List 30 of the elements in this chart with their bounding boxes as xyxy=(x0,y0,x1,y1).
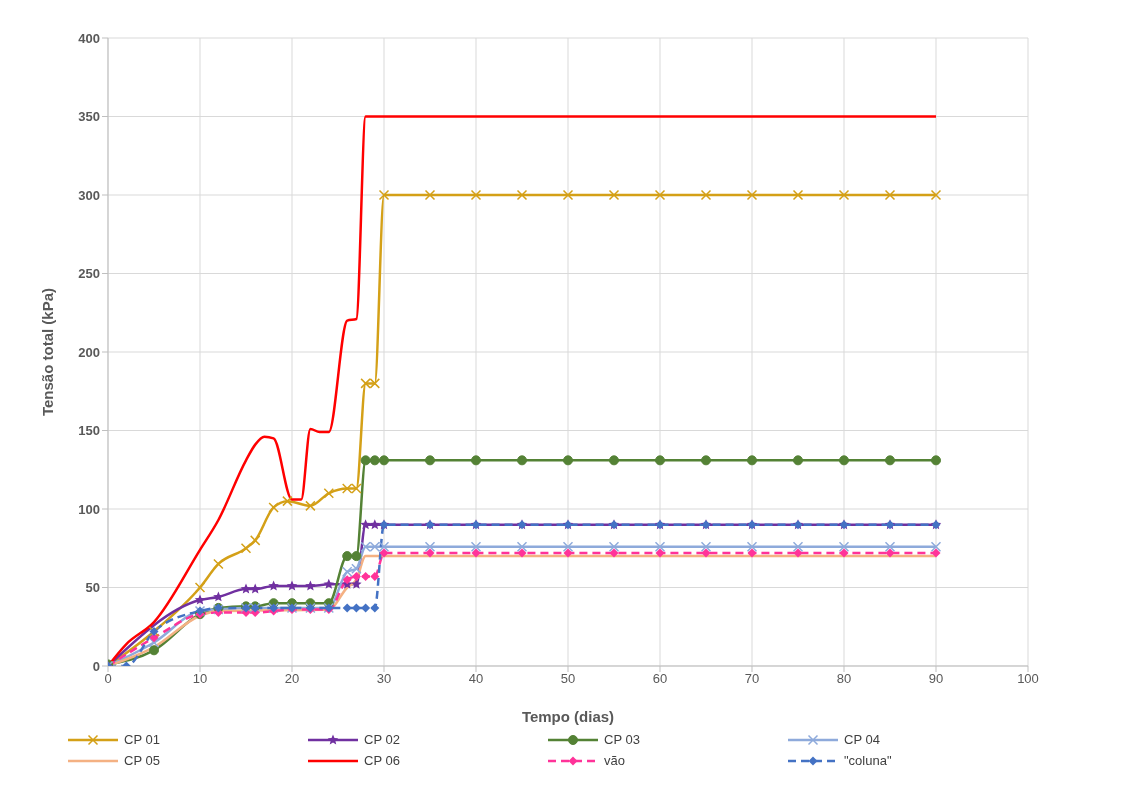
y-tick-label: 150 xyxy=(78,423,100,439)
legend-label: CP 05 xyxy=(124,753,160,768)
y-tick-label: 50 xyxy=(85,580,100,596)
x-tick-label: 100 xyxy=(1017,671,1039,687)
x-tick-label: 0 xyxy=(104,671,112,687)
x-tick-label: 60 xyxy=(652,671,668,687)
legend-label: CP 04 xyxy=(844,732,880,747)
y-tick-label: 300 xyxy=(78,187,100,203)
legend-label: CP 01 xyxy=(124,732,160,747)
legend-label: CP 02 xyxy=(364,732,400,747)
y-axis-title: Tensão total (kPa) xyxy=(39,287,57,417)
x-tick-label: 70 xyxy=(744,671,760,687)
y-tick-label: 250 xyxy=(78,266,100,282)
y-tick-label: 200 xyxy=(78,344,100,360)
y-tick-label: 0 xyxy=(92,658,100,674)
y-tick-label: 100 xyxy=(78,501,100,517)
y-tick-label: 400 xyxy=(78,30,100,46)
y-tick-label: 350 xyxy=(78,109,100,125)
x-tick-label: 10 xyxy=(192,671,208,687)
x-tick-label: 90 xyxy=(928,671,944,687)
legend-label: CP 03 xyxy=(604,732,640,747)
x-tick-label: 30 xyxy=(376,671,392,687)
x-tick-label: 20 xyxy=(284,671,300,687)
legend-label: "coluna" xyxy=(844,753,892,768)
legend-label: vão xyxy=(604,753,625,768)
x-tick-label: 50 xyxy=(560,671,576,687)
x-tick-label: 80 xyxy=(836,671,852,687)
legend-label: CP 06 xyxy=(364,753,400,768)
x-tick-label: 40 xyxy=(468,671,484,687)
x-axis-title: Tempo (dias) xyxy=(521,708,615,725)
